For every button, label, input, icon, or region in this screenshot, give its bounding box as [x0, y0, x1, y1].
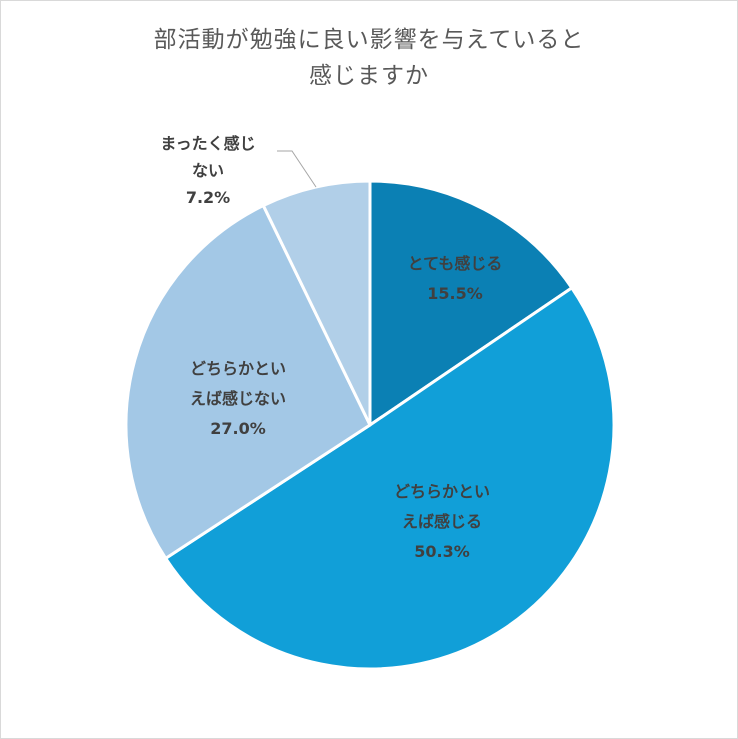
pie-slice-3 — [124, 204, 372, 560]
pie-slice-1 — [368, 179, 574, 427]
slice-3-value-label: 27.0% — [210, 419, 266, 438]
slice-3-label-line-2: えば感じない — [190, 389, 286, 408]
pie-slice-4 — [261, 179, 372, 427]
slice-2-label-line-1: どちらかとい — [394, 482, 490, 501]
leader-line — [277, 150, 317, 188]
slice-4-label-line-1: まったく感じ — [160, 134, 255, 153]
slice-2-value-label: 50.3% — [414, 542, 470, 561]
chart-title-line-1: 部活動が勉強に良い影響を与えていると — [153, 27, 585, 53]
slice-1-value-label: 15.5% — [427, 284, 483, 303]
slice-1-label-line-1: とても感じる — [408, 254, 503, 273]
pie-slice-2 — [164, 286, 616, 671]
slice-2-label-line-2: えば感じる — [402, 512, 482, 531]
chart-title: 部活動が勉強に良い影響を与えていると 感じますか — [0, 22, 738, 94]
chart-title-line-2: 感じますか — [309, 63, 429, 89]
slice-4-value-label: 7.2% — [186, 188, 230, 207]
slice-4-label-line-2: ない — [192, 161, 224, 180]
slice-3-label-line-1: どちらかとい — [190, 359, 286, 378]
